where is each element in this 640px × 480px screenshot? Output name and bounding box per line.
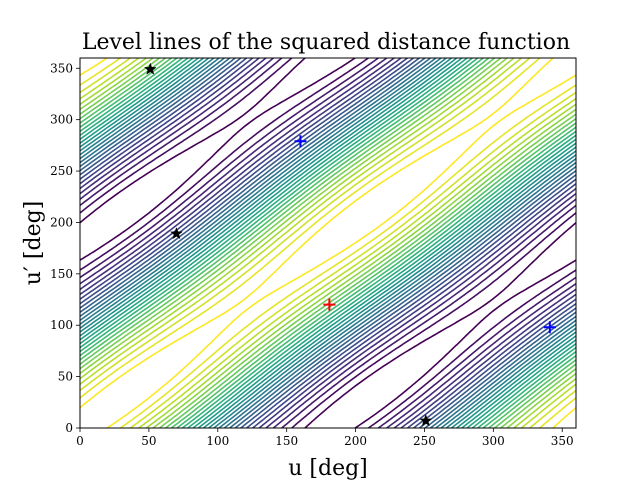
y-tick-label: 150 — [50, 267, 73, 281]
marker-layer — [143, 62, 556, 427]
contour-level — [80, 58, 576, 428]
contour-level — [80, 58, 576, 428]
y-tick-label: 200 — [50, 215, 73, 229]
star-marker — [170, 227, 183, 240]
y-tick-label: 50 — [58, 370, 73, 384]
contour-level — [80, 58, 576, 428]
chart-title: Level lines of the squared distance func… — [82, 30, 570, 55]
y-axis-ticks: 0 50 100 150 200 250 300 350 — [50, 61, 80, 435]
contour-level — [80, 58, 576, 428]
contour-level — [80, 58, 576, 428]
contour-level — [80, 58, 576, 428]
y-tick-label: 250 — [50, 164, 73, 178]
plus-marker — [543, 321, 556, 334]
star-marker — [143, 62, 157, 75]
x-tick-label: 0 — [76, 434, 84, 448]
y-tick-label: 0 — [65, 421, 73, 435]
contour-level — [80, 58, 576, 428]
contour-level — [80, 58, 576, 428]
x-tick-label: 300 — [482, 434, 505, 448]
plus-marker — [294, 135, 307, 148]
contour-level — [80, 58, 576, 428]
contour-level — [80, 58, 576, 428]
contour-level — [80, 58, 576, 428]
x-tick-label: 350 — [551, 434, 574, 448]
x-tick-label: 200 — [344, 434, 367, 448]
y-tick-label: 350 — [50, 61, 73, 75]
contour-level — [80, 58, 576, 428]
x-tick-label: 50 — [141, 434, 156, 448]
y-tick-label: 100 — [50, 318, 73, 332]
plot-frame — [79, 57, 577, 429]
contour-level — [80, 58, 576, 428]
x-axis-ticks: 0 50 100 150 200 250 300 350 — [76, 428, 574, 448]
y-axis-label: u′ [deg] — [21, 201, 46, 286]
contour-level — [80, 58, 576, 428]
contour-level — [80, 58, 576, 428]
contour-level — [80, 58, 576, 428]
x-tick-label: 250 — [413, 434, 436, 448]
y-tick-label: 300 — [50, 113, 73, 127]
plus-marker — [323, 298, 336, 311]
contour-level — [80, 58, 576, 428]
x-tick-label: 100 — [206, 434, 229, 448]
contour-level — [80, 58, 576, 428]
contour-level — [80, 58, 576, 428]
star-marker — [419, 414, 433, 427]
x-axis-label: u [deg] — [288, 456, 368, 480]
contour-lines — [80, 58, 576, 428]
x-tick-label: 150 — [275, 434, 298, 448]
